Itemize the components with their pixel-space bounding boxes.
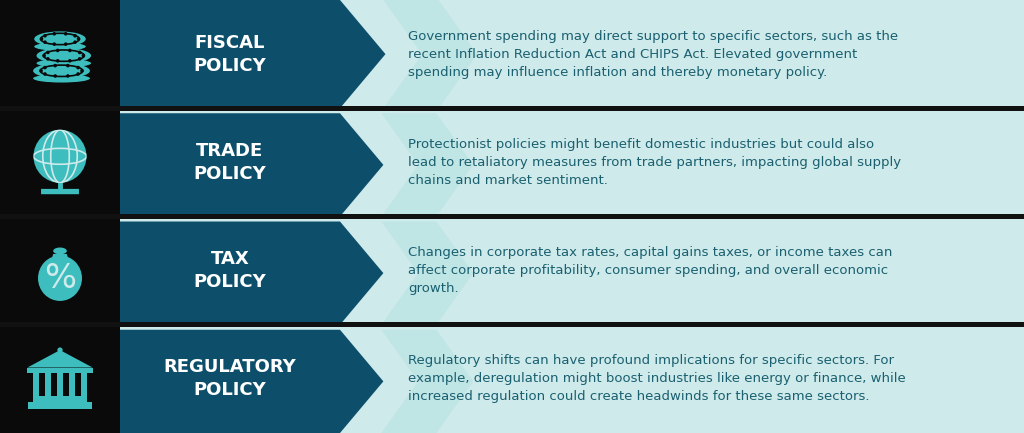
- Circle shape: [63, 32, 68, 36]
- Circle shape: [57, 347, 62, 353]
- FancyBboxPatch shape: [33, 371, 39, 395]
- FancyBboxPatch shape: [0, 0, 120, 108]
- Text: %: %: [44, 262, 76, 295]
- Circle shape: [66, 64, 70, 68]
- Circle shape: [80, 69, 84, 73]
- Text: Government spending may direct support to specific sectors, such as the
recent I: Government spending may direct support t…: [408, 29, 898, 79]
- Ellipse shape: [37, 48, 91, 63]
- FancyBboxPatch shape: [28, 368, 92, 373]
- FancyBboxPatch shape: [0, 214, 1024, 219]
- Text: TRADE
POLICY: TRADE POLICY: [194, 142, 266, 183]
- Polygon shape: [381, 113, 473, 216]
- Text: FISCAL
POLICY: FISCAL POLICY: [194, 34, 266, 74]
- FancyBboxPatch shape: [57, 371, 62, 395]
- FancyBboxPatch shape: [29, 401, 92, 409]
- Circle shape: [76, 72, 80, 76]
- Ellipse shape: [37, 59, 91, 68]
- Circle shape: [66, 74, 70, 78]
- Circle shape: [40, 37, 43, 41]
- Circle shape: [43, 72, 47, 76]
- Polygon shape: [381, 330, 473, 433]
- Circle shape: [63, 42, 68, 46]
- FancyBboxPatch shape: [0, 322, 1024, 327]
- Circle shape: [52, 32, 56, 36]
- Circle shape: [56, 59, 59, 63]
- Circle shape: [78, 51, 82, 54]
- Polygon shape: [381, 222, 473, 325]
- Circle shape: [46, 51, 50, 54]
- FancyBboxPatch shape: [41, 189, 79, 194]
- FancyBboxPatch shape: [33, 395, 87, 403]
- Polygon shape: [120, 113, 383, 216]
- Text: REGULATORY
POLICY: REGULATORY POLICY: [164, 359, 296, 399]
- Polygon shape: [120, 330, 383, 433]
- Ellipse shape: [34, 42, 86, 51]
- FancyBboxPatch shape: [81, 371, 87, 395]
- FancyBboxPatch shape: [0, 106, 1024, 111]
- Circle shape: [77, 37, 80, 41]
- FancyBboxPatch shape: [0, 216, 120, 325]
- Circle shape: [56, 48, 59, 52]
- Polygon shape: [120, 222, 383, 325]
- Circle shape: [53, 74, 57, 78]
- Circle shape: [39, 69, 43, 73]
- Text: TAX
POLICY: TAX POLICY: [194, 250, 266, 291]
- Circle shape: [73, 40, 77, 44]
- Text: Changes in corporate tax rates, capital gains taxes, or income taxes can
affect : Changes in corporate tax rates, capital …: [408, 246, 892, 295]
- Circle shape: [82, 54, 85, 58]
- Ellipse shape: [38, 255, 82, 301]
- Ellipse shape: [33, 74, 90, 83]
- FancyBboxPatch shape: [45, 371, 51, 395]
- Text: Protectionist policies might benefit domestic industries but could also
lead to : Protectionist policies might benefit dom…: [408, 138, 901, 187]
- Circle shape: [53, 64, 57, 68]
- Circle shape: [68, 48, 72, 52]
- Circle shape: [78, 57, 82, 61]
- Polygon shape: [120, 0, 385, 108]
- Circle shape: [76, 66, 80, 69]
- Circle shape: [43, 66, 47, 69]
- Text: Regulatory shifts can have profound implications for specific sectors. For
examp: Regulatory shifts can have profound impl…: [408, 354, 906, 404]
- Circle shape: [43, 40, 47, 44]
- Polygon shape: [383, 0, 477, 108]
- Ellipse shape: [34, 32, 86, 47]
- Circle shape: [52, 42, 56, 46]
- FancyBboxPatch shape: [0, 108, 120, 216]
- Circle shape: [73, 34, 77, 38]
- Circle shape: [42, 54, 46, 58]
- Polygon shape: [28, 350, 92, 368]
- Ellipse shape: [53, 248, 67, 254]
- Circle shape: [43, 34, 47, 38]
- Circle shape: [68, 59, 72, 63]
- Polygon shape: [50, 254, 70, 265]
- Circle shape: [46, 57, 50, 61]
- FancyBboxPatch shape: [70, 371, 75, 395]
- Ellipse shape: [33, 63, 90, 78]
- Circle shape: [34, 130, 86, 183]
- FancyBboxPatch shape: [0, 325, 120, 433]
